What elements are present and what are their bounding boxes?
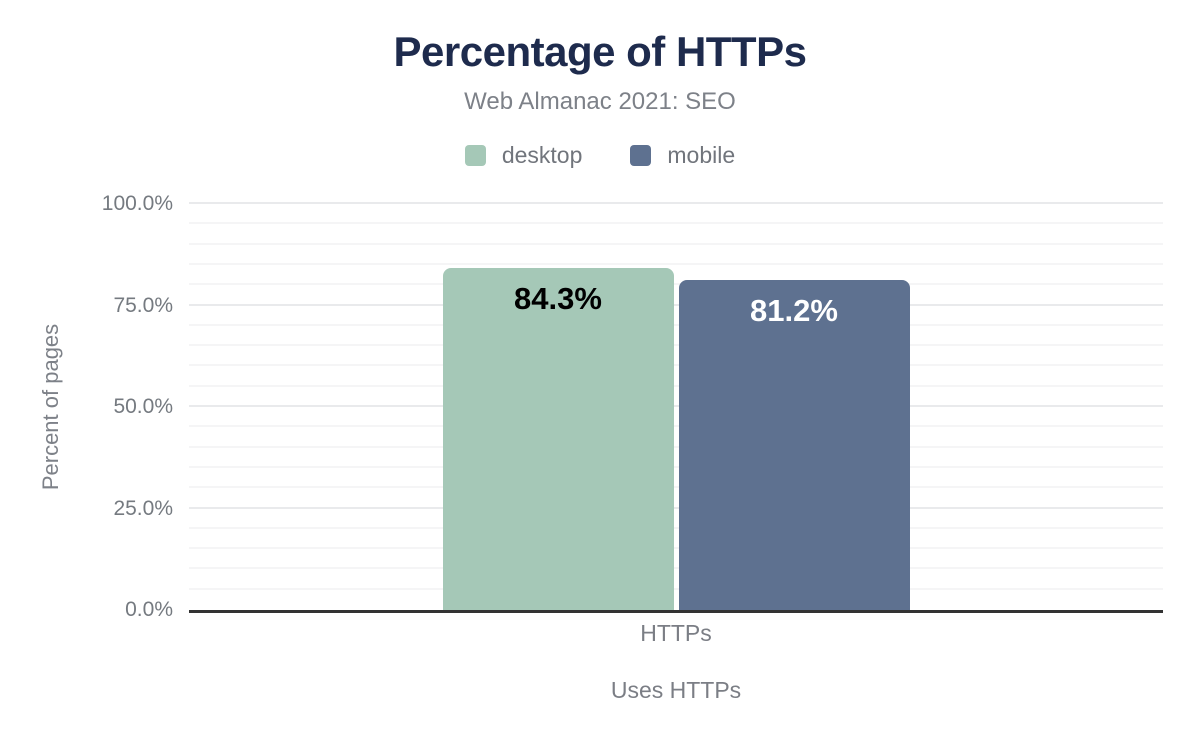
y-tick-label: 50.0% bbox=[113, 395, 173, 418]
legend-item-mobile: mobile bbox=[630, 142, 735, 169]
major-gridline bbox=[189, 202, 1163, 204]
x-axis-title: Uses HTTPs bbox=[610, 677, 742, 703]
bar-desktop[interactable]: 84.3% bbox=[442, 267, 674, 610]
minor-gridline bbox=[189, 283, 1163, 286]
legend-item-desktop: desktop bbox=[464, 142, 583, 169]
y-tick-label: 100.0% bbox=[101, 192, 173, 215]
minor-gridline bbox=[189, 587, 1163, 590]
minor-gridline bbox=[189, 465, 1163, 468]
y-tick-label: 25.0% bbox=[113, 496, 173, 520]
minor-gridline bbox=[189, 364, 1163, 367]
plot-area: 84.3% 81.2% bbox=[189, 202, 1163, 613]
y-axis-tick-labels: 0.0% 25.0% 50.0% 75.0% 100.0% bbox=[0, 192, 181, 621]
minor-gridline bbox=[189, 526, 1163, 529]
y-tick-label: 75.0% bbox=[113, 293, 173, 317]
y-tick-label: 0.0% bbox=[125, 598, 173, 621]
chart-subtitle: Web Almanac 2021: SEO bbox=[464, 88, 736, 115]
minor-gridline bbox=[189, 222, 1163, 225]
minor-gridline bbox=[189, 425, 1163, 428]
minor-gridline bbox=[189, 344, 1163, 347]
minor-gridline bbox=[189, 547, 1163, 550]
major-gridline bbox=[189, 506, 1163, 509]
legend-label: desktop bbox=[501, 142, 583, 168]
bar-value-label: 81.2% bbox=[750, 293, 838, 329]
minor-gridline bbox=[189, 486, 1163, 489]
x-tick-label: HTTPs bbox=[640, 620, 712, 646]
minor-gridline bbox=[189, 567, 1163, 570]
legend-swatch-desktop bbox=[464, 145, 486, 166]
legend-label: mobile bbox=[667, 142, 736, 168]
major-gridline bbox=[189, 405, 1163, 407]
legend: desktop mobile bbox=[0, 142, 1200, 169]
bar-value-label: 84.3% bbox=[514, 280, 602, 316]
minor-gridline bbox=[189, 242, 1163, 245]
minor-gridline bbox=[189, 323, 1163, 326]
bar-mobile[interactable]: 81.2% bbox=[678, 280, 910, 610]
legend-swatch-mobile bbox=[630, 145, 652, 166]
minor-gridline bbox=[189, 262, 1163, 265]
minor-gridline bbox=[189, 445, 1163, 448]
minor-gridline bbox=[189, 384, 1163, 387]
chart-title: Percentage of HTTPs bbox=[393, 28, 807, 75]
major-gridline bbox=[189, 303, 1163, 306]
